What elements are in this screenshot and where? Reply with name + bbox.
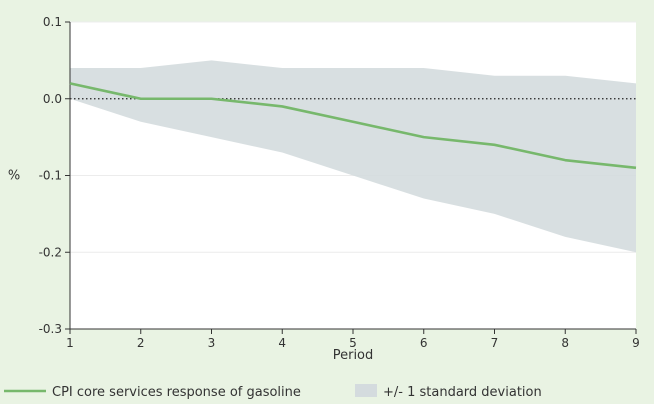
x-axis-label: Period xyxy=(333,348,374,363)
x-tick-label: 5 xyxy=(349,336,357,350)
x-tick-label: 6 xyxy=(420,336,428,350)
x-tick-label: 3 xyxy=(208,336,216,350)
x-tick-label: 8 xyxy=(561,336,569,350)
x-tick-label: 2 xyxy=(137,336,145,350)
y-tick-label: -0.3 xyxy=(39,322,62,336)
x-tick-label: 7 xyxy=(491,336,499,350)
legend-label-series: CPI core services response of gasoline xyxy=(52,385,301,400)
y-tick-label: -0.1 xyxy=(39,169,62,183)
y-axis-label: % xyxy=(8,169,20,184)
series-line-core-services xyxy=(69,82,637,170)
y-tick-label: 0.1 xyxy=(43,15,62,29)
std-dev-band xyxy=(70,60,636,253)
legend-label-band: +/- 1 standard deviation xyxy=(383,385,542,400)
y-tick-label: -0.2 xyxy=(39,245,62,259)
x-tick-label: 4 xyxy=(278,336,286,350)
y-tick-label: 0.0 xyxy=(43,92,62,106)
x-tick-label: 1 xyxy=(66,336,74,350)
legend-band-swatch xyxy=(355,384,377,397)
x-tick-label: 9 xyxy=(632,336,640,350)
